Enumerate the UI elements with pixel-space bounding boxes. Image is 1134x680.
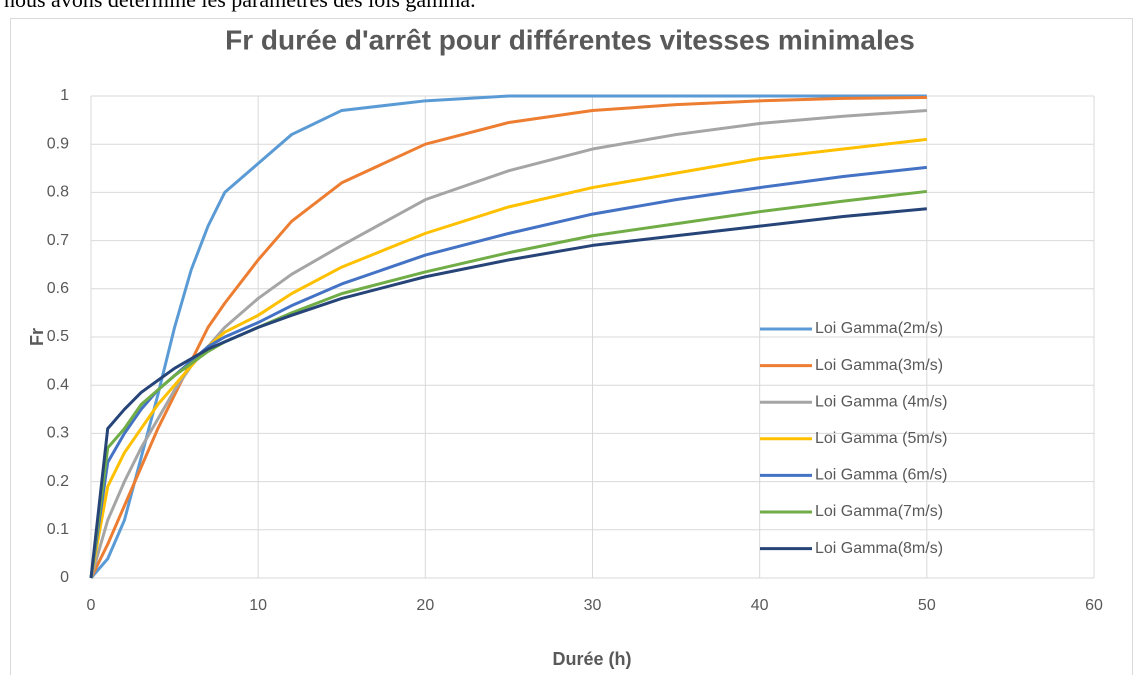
y-tick-label: 0.5 <box>47 328 69 345</box>
y-axis-title: Fr <box>27 328 47 346</box>
legend-label: Loi Gamma (6m/s) <box>815 467 947 484</box>
legend-label: Loi Gamma (4m/s) <box>815 393 947 410</box>
legend-label: Loi Gamma(2m/s) <box>815 320 943 337</box>
y-tick-label: 0.6 <box>47 280 69 297</box>
series-line <box>89 95 927 579</box>
series-line <box>89 165 927 579</box>
series-line <box>89 137 928 579</box>
series-line <box>89 108 927 579</box>
y-tick-label: 0.2 <box>47 473 69 490</box>
x-tick-label: 40 <box>751 597 769 614</box>
y-tick-label: 0.9 <box>47 135 69 152</box>
y-tick-label: 0.8 <box>47 184 69 201</box>
x-tick-label: 10 <box>249 597 267 614</box>
x-tick-label: 0 <box>87 597 96 614</box>
legend-label: Loi Gamma(8m/s) <box>815 540 943 557</box>
y-tick-label: 0.7 <box>47 232 69 249</box>
x-tick-label: 60 <box>1085 597 1103 614</box>
x-tick-label: 50 <box>918 597 936 614</box>
chart-border <box>10 18 1133 679</box>
x-tick-label: 20 <box>416 597 434 614</box>
x-axis-title: Durée (h) <box>552 649 631 669</box>
legend-label: Loi Gamma(3m/s) <box>815 357 943 374</box>
legend-label: Loi Gamma(7m/s) <box>815 503 943 520</box>
series-line <box>89 94 927 579</box>
legend-label: Loi Gamma (5m/s) <box>815 430 947 447</box>
y-tick-label: 0.4 <box>47 376 69 393</box>
x-tick-label: 30 <box>584 597 602 614</box>
y-tick-label: 0 <box>60 569 69 586</box>
series-line <box>89 207 927 579</box>
y-tick-label: 0.1 <box>47 521 69 538</box>
context-text: nous avons déterminé les paramètres des … <box>4 0 476 12</box>
chart-title: Fr durée d'arrêt pour différentes vitess… <box>225 24 915 55</box>
y-tick-label: 1 <box>60 87 69 104</box>
y-tick-label: 0.3 <box>47 425 69 442</box>
